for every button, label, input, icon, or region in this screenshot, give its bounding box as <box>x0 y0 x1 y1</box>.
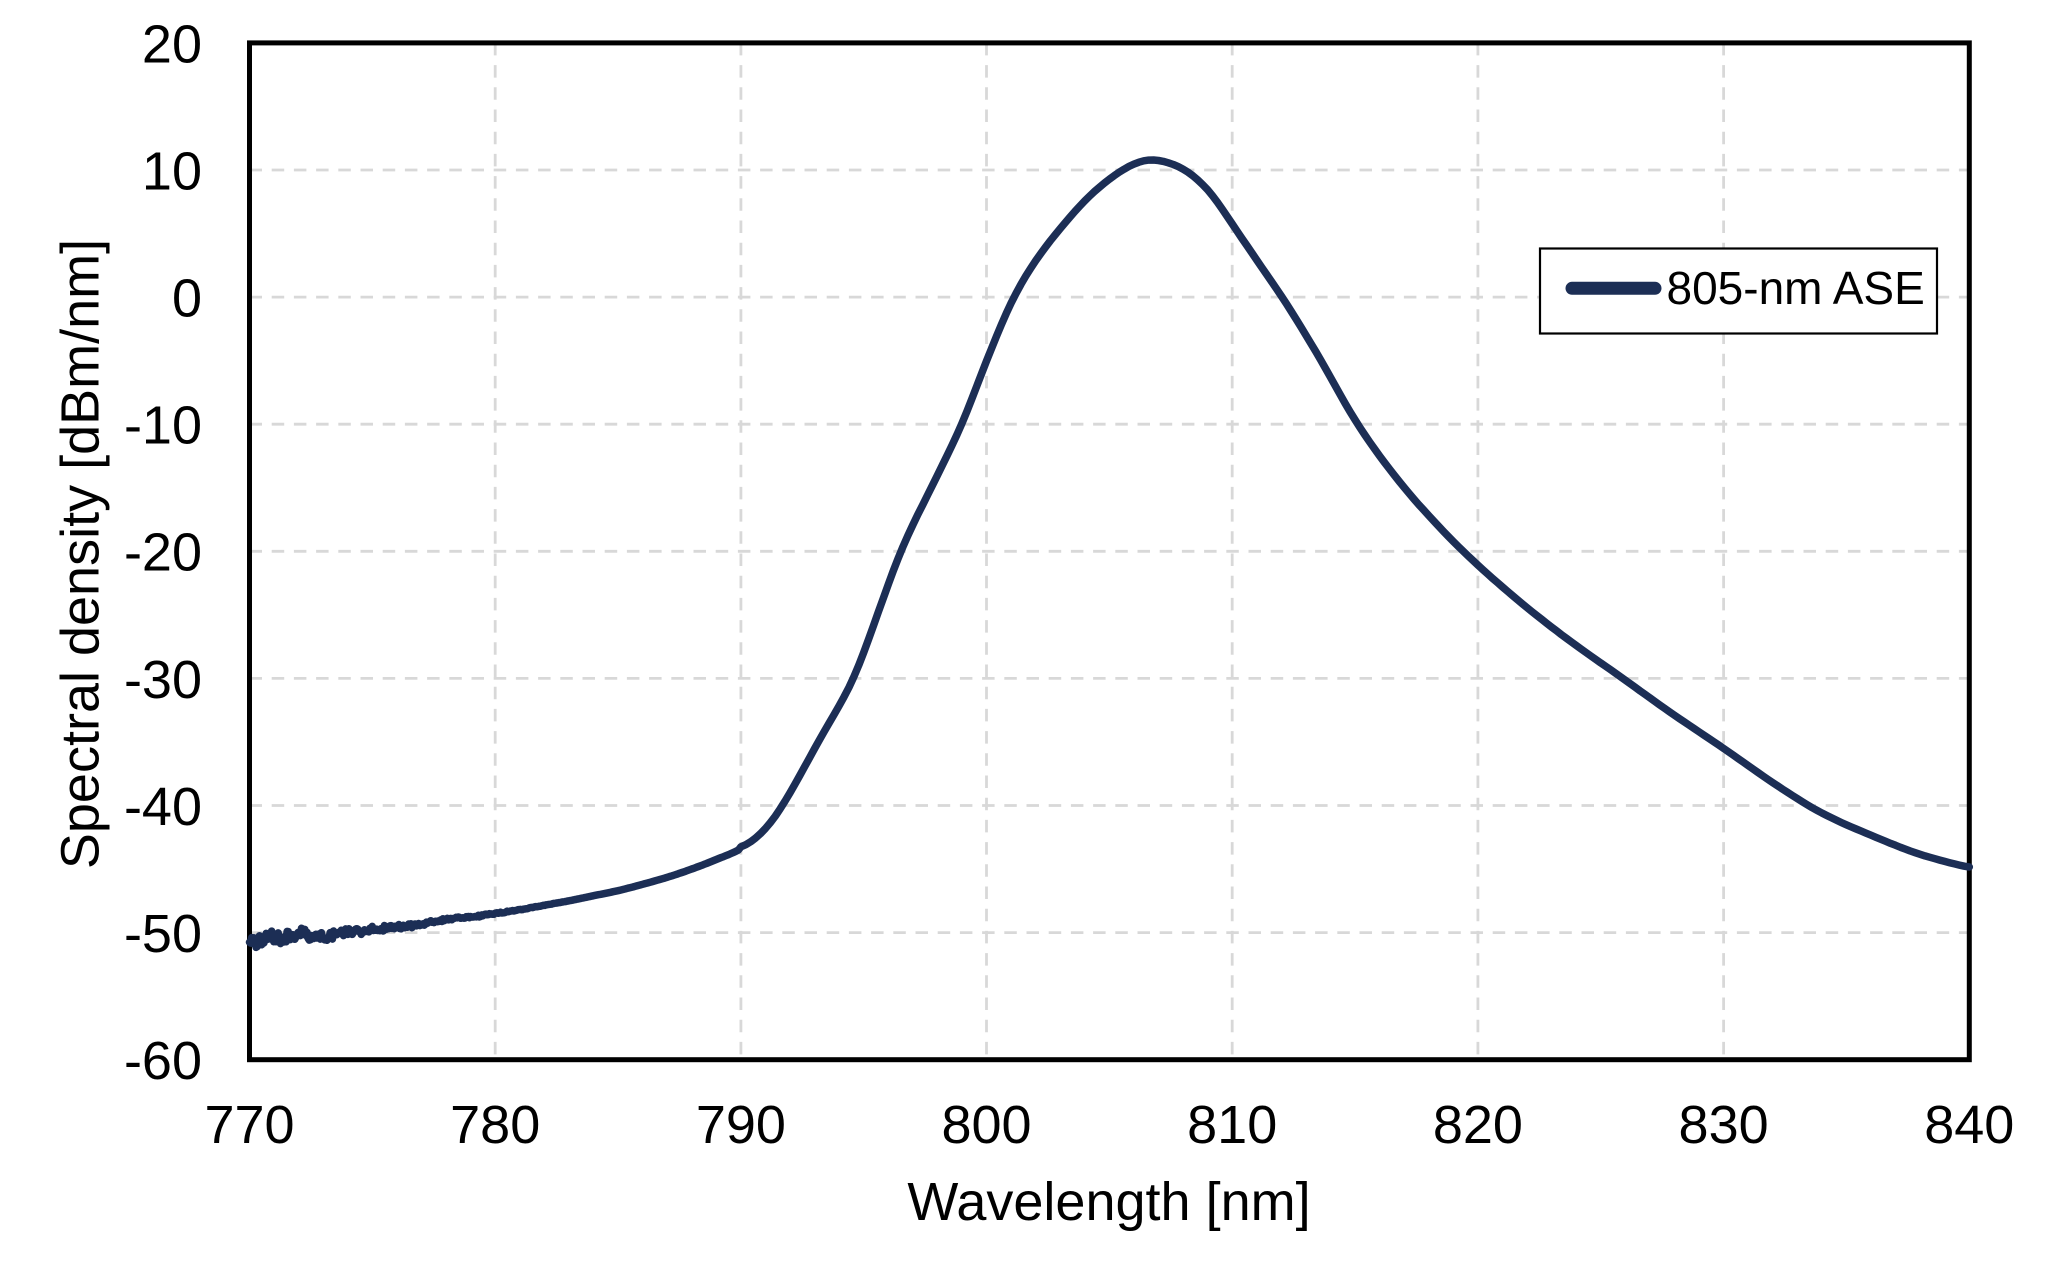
svg-text:0: 0 <box>172 269 202 329</box>
svg-text:-20: -20 <box>124 523 202 583</box>
svg-text:Spectral density [dBm/nm]: Spectral density [dBm/nm] <box>51 239 111 869</box>
svg-text:-30: -30 <box>124 650 202 710</box>
svg-text:820: 820 <box>1433 1095 1523 1155</box>
svg-text:790: 790 <box>696 1095 786 1155</box>
svg-text:-10: -10 <box>124 396 202 456</box>
svg-text:-50: -50 <box>124 904 202 964</box>
svg-text:800: 800 <box>941 1095 1031 1155</box>
svg-text:840: 840 <box>1924 1095 2014 1155</box>
svg-text:770: 770 <box>204 1095 294 1155</box>
svg-text:Wavelength [nm]: Wavelength [nm] <box>907 1172 1310 1232</box>
svg-text:805-nm ASE: 805-nm ASE <box>1667 262 1925 314</box>
svg-text:20: 20 <box>142 14 202 74</box>
svg-text:780: 780 <box>450 1095 540 1155</box>
svg-text:-40: -40 <box>124 777 202 837</box>
svg-text:10: 10 <box>142 141 202 201</box>
svg-text:830: 830 <box>1679 1095 1769 1155</box>
svg-text:-60: -60 <box>124 1031 202 1091</box>
svg-text:810: 810 <box>1187 1095 1277 1155</box>
